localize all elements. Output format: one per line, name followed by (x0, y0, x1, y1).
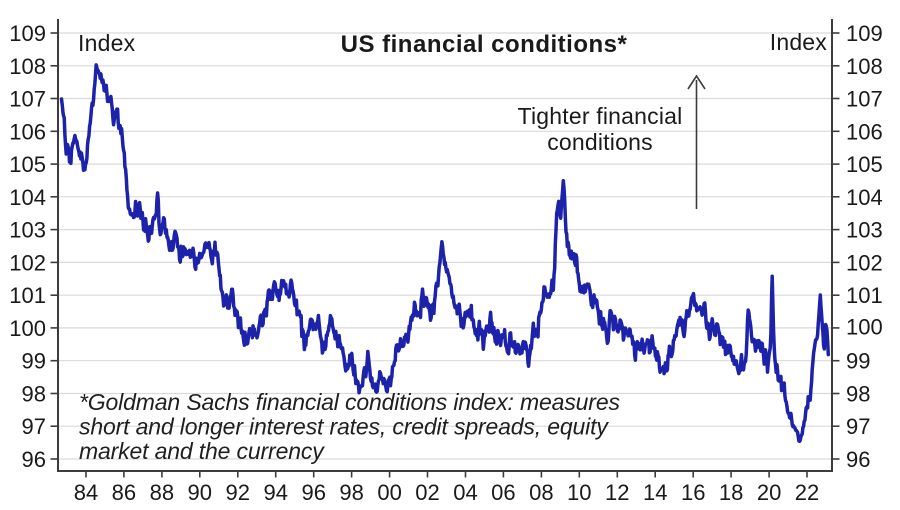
svg-text:97: 97 (22, 414, 46, 439)
svg-text:*Goldman Sachs financial condi: *Goldman Sachs financial conditions inde… (79, 389, 620, 415)
svg-text:101: 101 (846, 283, 883, 308)
svg-text:92: 92 (226, 480, 250, 505)
svg-text:94: 94 (263, 480, 287, 505)
svg-text:10: 10 (567, 480, 591, 505)
svg-text:86: 86 (112, 480, 136, 505)
svg-text:04: 04 (453, 480, 477, 505)
svg-text:98: 98 (22, 382, 46, 407)
svg-text:106: 106 (846, 119, 883, 144)
svg-text:96: 96 (301, 480, 325, 505)
svg-text:107: 107 (846, 87, 883, 112)
svg-text:100: 100 (846, 314, 883, 339)
svg-text:99: 99 (846, 349, 870, 374)
svg-text:100: 100 (9, 316, 46, 341)
svg-text:06: 06 (491, 480, 515, 505)
svg-text:101: 101 (9, 283, 46, 308)
svg-text:84: 84 (74, 480, 98, 505)
svg-text:109: 109 (9, 21, 46, 46)
svg-text:97: 97 (846, 414, 870, 439)
svg-text:00: 00 (377, 480, 401, 505)
svg-text:90: 90 (188, 480, 212, 505)
svg-text:108: 108 (846, 54, 883, 79)
svg-text:102: 102 (9, 250, 46, 275)
svg-text:104: 104 (846, 185, 883, 210)
svg-text:18: 18 (719, 480, 743, 505)
svg-text:88: 88 (150, 480, 174, 505)
svg-text:02: 02 (415, 480, 439, 505)
svg-text:Tighter financial: Tighter financial (518, 103, 683, 129)
svg-text:short and longer interest rate: short and longer interest rates, credit … (79, 414, 609, 440)
svg-text:108: 108 (9, 54, 46, 79)
svg-text:103: 103 (846, 218, 883, 243)
svg-text:16: 16 (681, 480, 705, 505)
svg-text:Index: Index (770, 29, 828, 55)
svg-text:104: 104 (9, 185, 46, 210)
svg-text:20: 20 (757, 480, 781, 505)
svg-text:105: 105 (9, 152, 46, 177)
svg-text:98: 98 (846, 382, 870, 407)
svg-text:107: 107 (9, 87, 46, 112)
svg-text:22: 22 (795, 480, 819, 505)
svg-text:99: 99 (22, 349, 46, 374)
svg-text:market and the currency: market and the currency (79, 438, 325, 464)
svg-text:105: 105 (846, 152, 883, 177)
svg-text:106: 106 (9, 119, 46, 144)
svg-text:14: 14 (643, 480, 667, 505)
svg-text:96: 96 (846, 447, 870, 472)
svg-text:103: 103 (9, 218, 46, 243)
svg-text:12: 12 (605, 480, 629, 505)
svg-text:Index: Index (78, 30, 136, 56)
svg-text:US financial conditions*: US financial conditions* (341, 31, 628, 58)
svg-text:109: 109 (846, 21, 883, 46)
svg-text:98: 98 (339, 480, 363, 505)
svg-text:102: 102 (846, 250, 883, 275)
svg-text:08: 08 (529, 480, 553, 505)
svg-text:96: 96 (22, 447, 46, 472)
svg-text:conditions: conditions (547, 129, 653, 155)
